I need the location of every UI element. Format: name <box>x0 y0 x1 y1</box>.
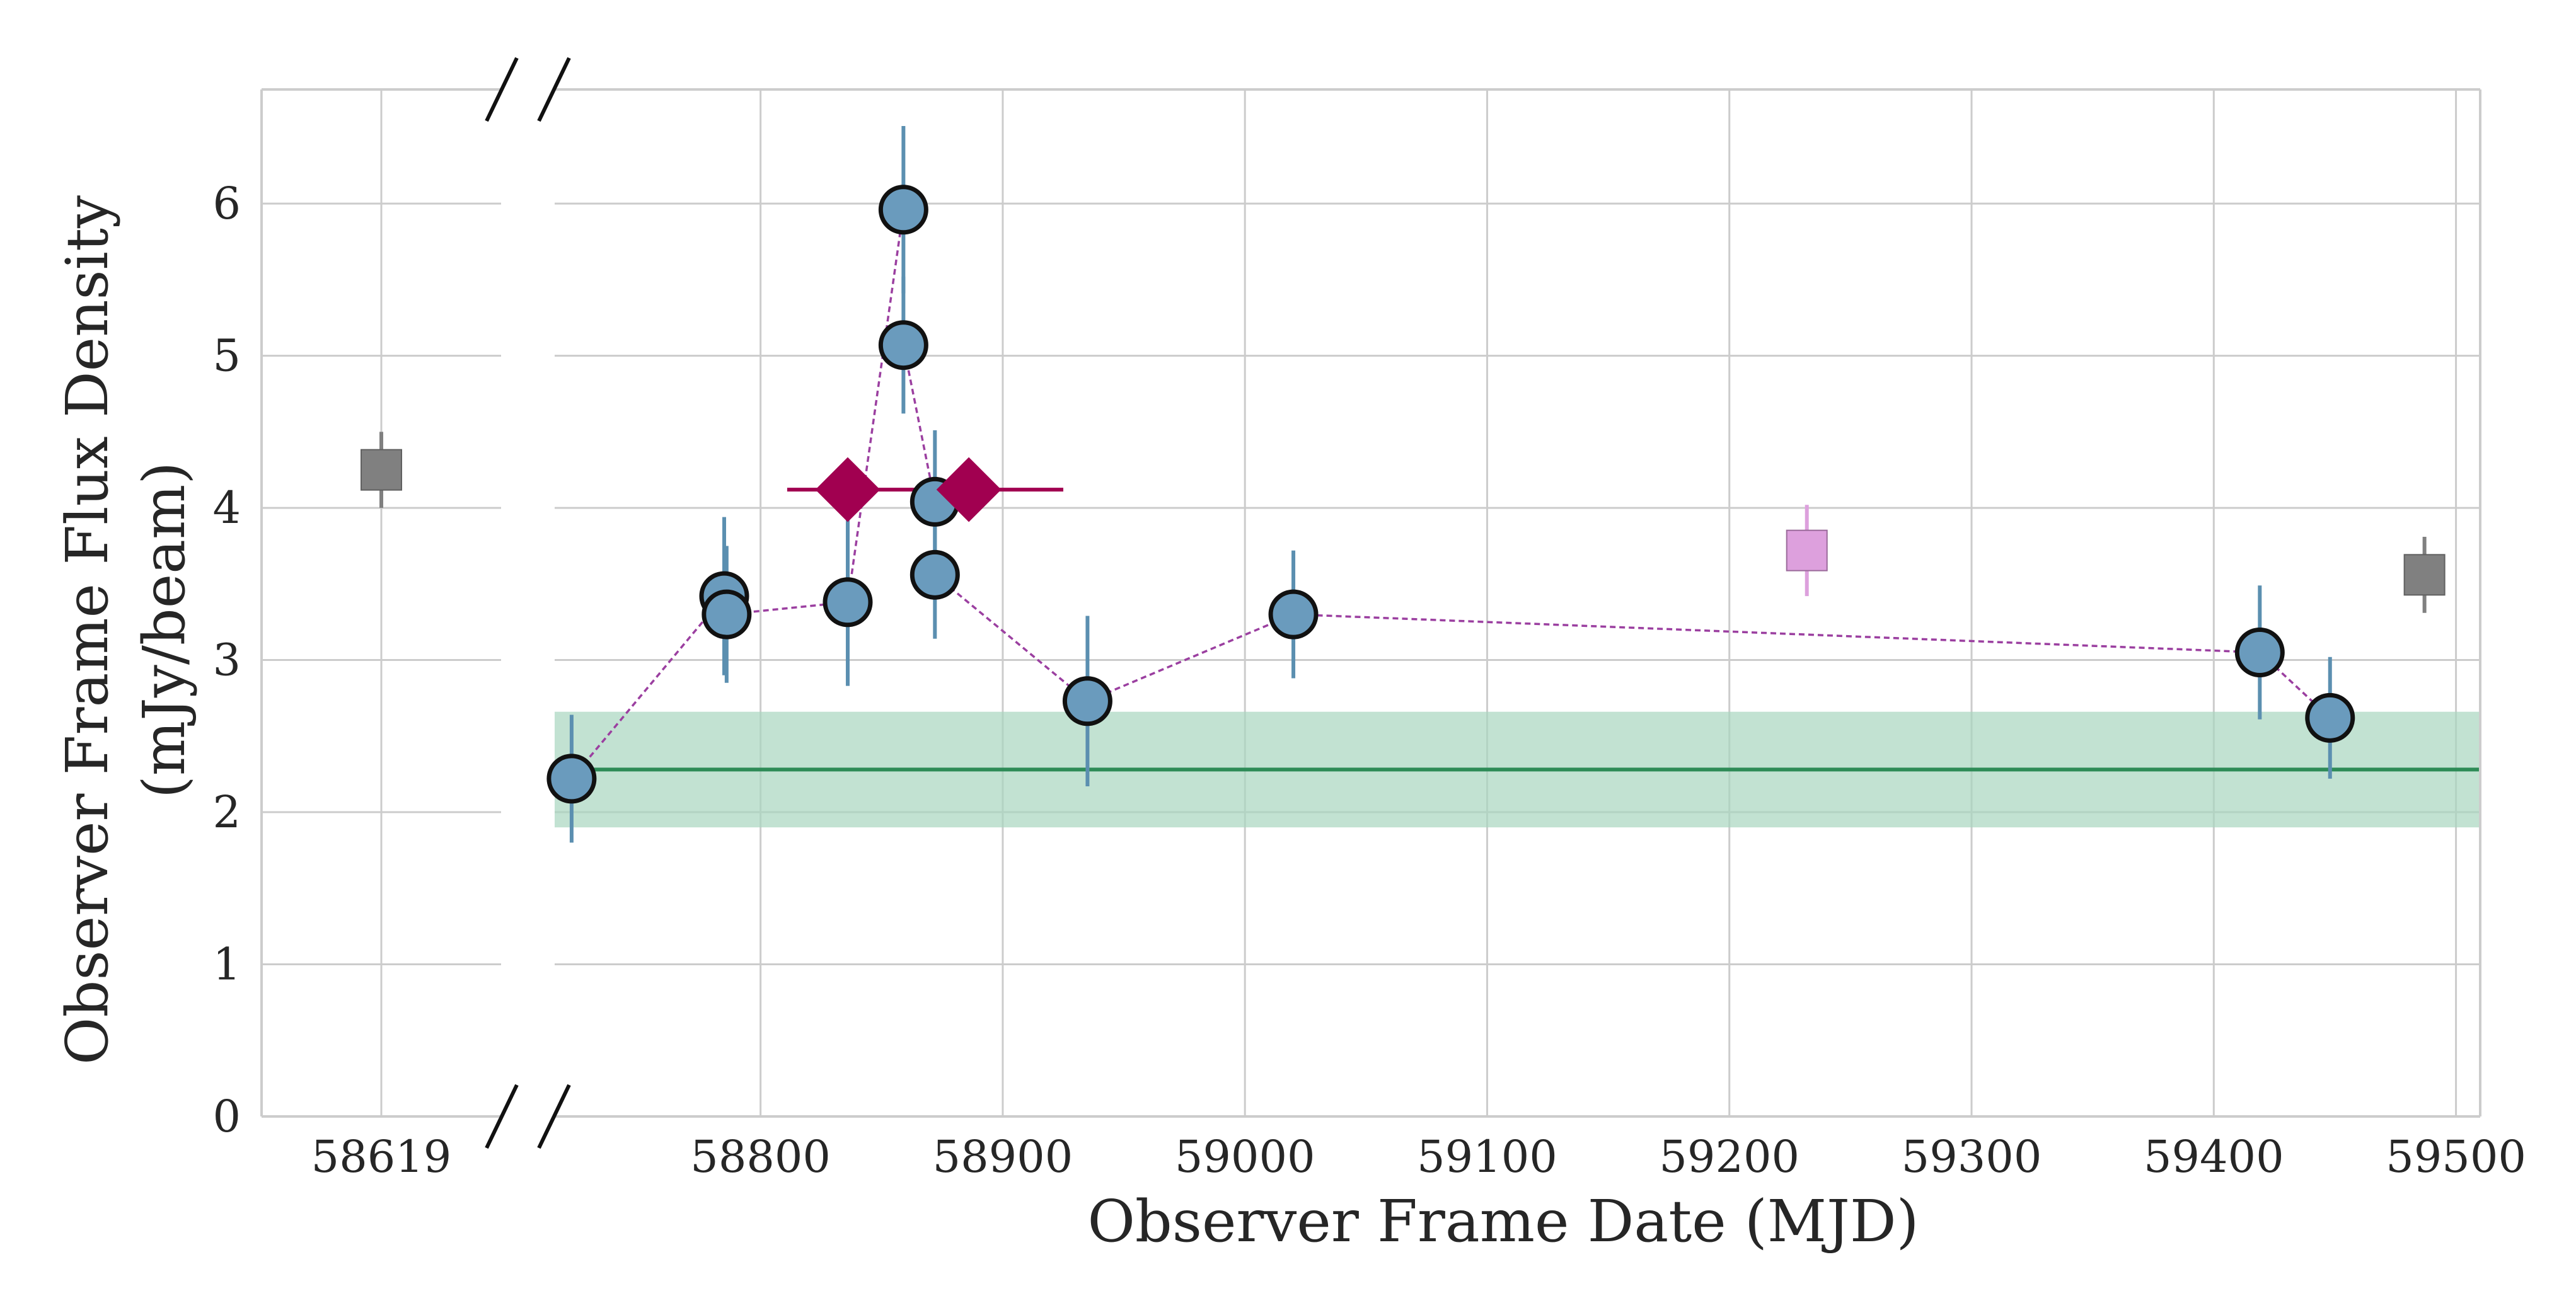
data-point-square <box>2403 554 2446 596</box>
data-point-circle <box>823 577 873 628</box>
x-tick-label: 58800 <box>690 1131 831 1183</box>
connector-dashed-line <box>570 209 2331 780</box>
data-point-circle <box>878 185 928 235</box>
data-point-circle <box>910 549 960 600</box>
y-tick-label: 4 <box>212 482 241 534</box>
data-point-circle <box>702 589 752 640</box>
x-tick-label: 59400 <box>2144 1131 2284 1183</box>
data-point-circle <box>1268 589 1319 640</box>
x-tick-label: 59000 <box>1175 1131 1315 1183</box>
x-tick-label: 59200 <box>1659 1131 1799 1183</box>
grid <box>262 89 2480 1118</box>
y-axis-label-line-1: Observer Frame Flux Density <box>54 195 121 1065</box>
y-tick-label: 5 <box>212 330 241 382</box>
axis-break-mark <box>485 57 519 122</box>
data-point-diamond <box>936 457 1002 522</box>
marker-layer <box>361 185 2446 804</box>
data-point-circle <box>878 320 928 370</box>
x-tick-label: 58900 <box>933 1131 1073 1183</box>
data-point-circle <box>2305 692 2355 743</box>
y-tick-label: 0 <box>212 1091 241 1142</box>
axes-frame <box>260 88 2481 1118</box>
x-axis-label: Observer Frame Date (MJD) <box>1087 1188 1919 1255</box>
axis-break-marks <box>485 57 571 1149</box>
axis-break-mark <box>485 1084 519 1149</box>
x-tick-label: 58619 <box>311 1131 452 1183</box>
x-tick-label: 59300 <box>1902 1131 2042 1183</box>
data-point-diamond <box>815 457 881 522</box>
y-tick-label: 2 <box>212 786 241 838</box>
data-point-circle <box>546 754 597 804</box>
data-point-circle <box>2234 627 2285 677</box>
data-point-square <box>1786 529 1828 571</box>
y-tick-label: 1 <box>212 939 241 990</box>
data-point-square <box>361 449 402 491</box>
tick-label-layer: 0 1 2 3 4 5 6 58619 58800 58900 59000 59100 59200 593… <box>212 178 2526 1183</box>
y-tick-label: 6 <box>212 178 241 229</box>
baseline-band-layer <box>555 711 2480 828</box>
x-tick-label: 59500 <box>2386 1131 2526 1183</box>
y-tick-label: 3 <box>212 634 241 686</box>
x-tick-label: 59100 <box>1417 1131 1557 1183</box>
y-axis-label: Observer Frame Flux Density (mJy/beam) <box>54 195 198 1065</box>
y-axis-label-line-2: (mJy/beam) <box>130 462 198 798</box>
axis-break-mark <box>537 1084 571 1149</box>
connector-line-layer <box>570 209 2331 780</box>
data-point-circle <box>1062 676 1112 726</box>
axis-break-mark <box>537 57 571 122</box>
